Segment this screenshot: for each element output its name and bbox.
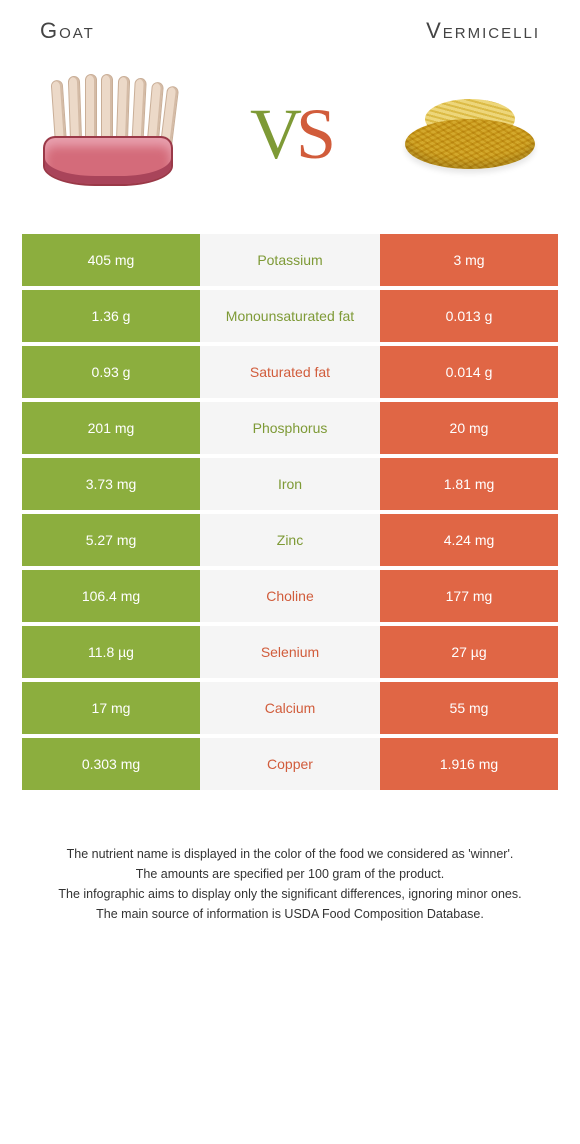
cell-right: 177 mg [380, 570, 558, 622]
cell-left: 11.8 µg [22, 626, 200, 678]
table-row: 405 mgPotassium3 mg [22, 234, 558, 290]
cell-right: 55 mg [380, 682, 558, 734]
cell-right: 1.81 mg [380, 458, 558, 510]
cell-nutrient: Zinc [200, 514, 380, 566]
cell-nutrient: Phosphorus [200, 402, 380, 454]
cell-nutrient: Choline [200, 570, 380, 622]
cell-right: 20 mg [380, 402, 558, 454]
cell-left: 1.36 g [22, 290, 200, 342]
footnote-line: The infographic aims to display only the… [25, 884, 555, 904]
cell-nutrient: Iron [200, 458, 380, 510]
cell-right: 1.916 mg [380, 738, 558, 790]
cell-left: 5.27 mg [22, 514, 200, 566]
cell-left: 17 mg [22, 682, 200, 734]
cell-nutrient: Selenium [200, 626, 380, 678]
cell-left: 106.4 mg [22, 570, 200, 622]
footnote-line: The main source of information is USDA F… [25, 904, 555, 924]
cell-right: 4.24 mg [380, 514, 558, 566]
table-row: 106.4 mgCholine177 mg [22, 570, 558, 626]
cell-nutrient: Calcium [200, 682, 380, 734]
vermicelli-image [390, 64, 550, 204]
cell-right: 3 mg [380, 234, 558, 286]
cell-nutrient: Saturated fat [200, 346, 380, 398]
table-row: 1.36 gMonounsaturated fat0.013 g [22, 290, 558, 346]
cell-right: 27 µg [380, 626, 558, 678]
cell-left: 0.303 mg [22, 738, 200, 790]
table-row: 0.303 mgCopper1.916 mg [22, 738, 558, 794]
cell-nutrient: Potassium [200, 234, 380, 286]
table-row: 3.73 mgIron1.81 mg [22, 458, 558, 514]
vs-label: VS [250, 93, 330, 176]
cell-right: 0.013 g [380, 290, 558, 342]
cell-nutrient: Copper [200, 738, 380, 790]
footnotes: The nutrient name is displayed in the co… [0, 814, 580, 964]
food-title-right: Vermicelli [426, 18, 540, 44]
table-row: 201 mgPhosphorus20 mg [22, 402, 558, 458]
footnote-line: The nutrient name is displayed in the co… [25, 844, 555, 864]
table-row: 0.93 gSaturated fat0.014 g [22, 346, 558, 402]
vs-v: V [250, 94, 296, 174]
goat-image [30, 64, 190, 204]
footnote-line: The amounts are specified per 100 gram o… [25, 864, 555, 884]
table-row: 5.27 mgZinc4.24 mg [22, 514, 558, 570]
header: Goat Vermicelli [0, 0, 580, 54]
cell-right: 0.014 g [380, 346, 558, 398]
cell-left: 405 mg [22, 234, 200, 286]
vs-s: S [296, 94, 330, 174]
cell-left: 3.73 mg [22, 458, 200, 510]
food-title-left: Goat [40, 18, 95, 44]
cell-left: 201 mg [22, 402, 200, 454]
cell-nutrient: Monounsaturated fat [200, 290, 380, 342]
hero-row: VS [0, 54, 580, 234]
table-row: 17 mgCalcium55 mg [22, 682, 558, 738]
comparison-table: 405 mgPotassium3 mg1.36 gMonounsaturated… [0, 234, 580, 814]
cell-left: 0.93 g [22, 346, 200, 398]
table-row: 11.8 µgSelenium27 µg [22, 626, 558, 682]
